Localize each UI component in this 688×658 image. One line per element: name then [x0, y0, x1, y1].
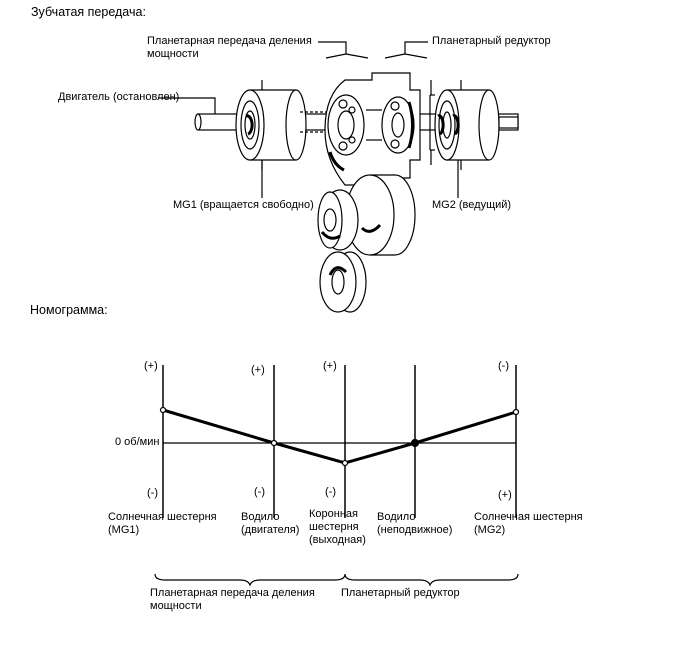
nomogram-chart [154, 365, 520, 587]
label-mg2: MG2 (ведущий) [432, 199, 512, 211]
group-label-power-split: Планетарная передача деления мощности [150, 587, 315, 612]
axis-label-mg1: Солнечная шестерня (MG1) [108, 511, 217, 536]
sign-top-5: (-) [498, 360, 509, 372]
sign-top-2: (+) [251, 364, 265, 376]
sign-top-3: (+) [323, 360, 337, 372]
label-power-split-line1: Планетарная передача деления [147, 35, 312, 47]
axis-label-mg2: Солнечная шестерня (MG2) [474, 511, 583, 536]
gear-section-title: Зубчатая передача: [31, 5, 146, 19]
mg1-motor-drawing [235, 80, 330, 170]
sign-top-1: (+) [144, 360, 158, 372]
point-engine [270, 439, 278, 447]
brace-reduction [344, 573, 519, 587]
point-fixed-carrier [410, 438, 420, 448]
label-engine: Двигатель (остановлен) [58, 91, 180, 103]
counter-gears-drawing [317, 174, 416, 313]
sign-bottom-5: (+) [498, 489, 512, 501]
axis-label-fixed-carrier: Водило (неподвижное) [377, 511, 453, 536]
axis-label-ring-gear: Коронная шестерня (выходная) [309, 508, 366, 546]
nomogram-title: Номограмма: [30, 303, 108, 317]
speed-line [162, 408, 517, 465]
brace-power-split [154, 573, 346, 587]
mg2-motor-drawing [434, 80, 519, 170]
sign-bottom-2: (-) [254, 486, 265, 498]
sign-bottom-1: (-) [147, 487, 158, 499]
planetary-gearset-drawing [324, 72, 435, 186]
point-mg2 [512, 408, 520, 416]
label-mg1: MG1 (вращается свободно) [173, 199, 314, 211]
axis-label-engine-carrier: Водило (двигателя) [241, 511, 300, 536]
point-ring [341, 459, 349, 467]
point-mg1 [159, 406, 167, 414]
group-label-reduction: Планетарный редуктор [341, 587, 460, 599]
zero-rpm-label: 0 об/мин [115, 436, 160, 448]
sign-bottom-3: (-) [325, 486, 336, 498]
label-power-split-line2: мощности [147, 48, 199, 60]
label-reduction: Планетарный редуктор [432, 35, 551, 47]
